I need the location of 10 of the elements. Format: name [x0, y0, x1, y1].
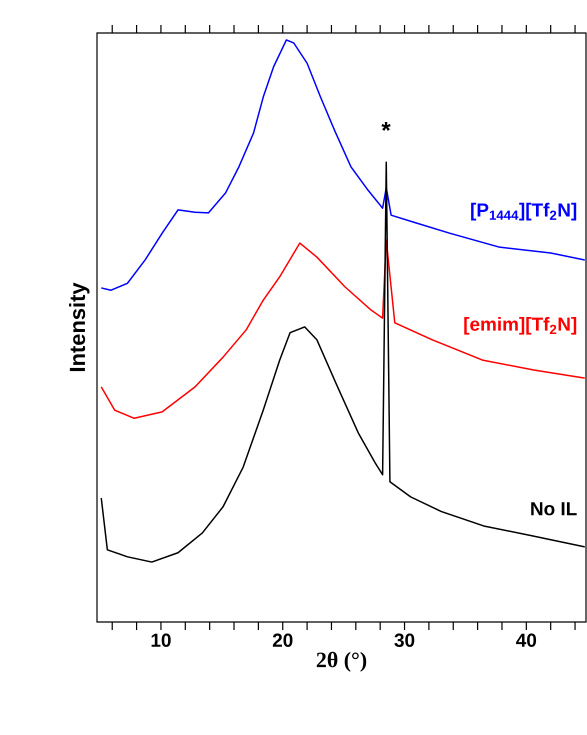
- x-tick-label: 30: [394, 634, 414, 647]
- annotation: *: [381, 122, 391, 131]
- x-axis-title: 2θ (°): [316, 652, 366, 672]
- y-axis-title: Intensity: [69, 282, 90, 372]
- series-label: [emim][Tf$_{2}$N]: [464, 316, 576, 335]
- series-label: No IL: [531, 502, 577, 516]
- x-tick-label: 20: [272, 634, 292, 647]
- series-label: [P$_{1444}$][Tf$_{2}$N]: [471, 202, 576, 220]
- x-tick-label: 40: [516, 634, 536, 647]
- x-tick-label: 10: [152, 634, 171, 647]
